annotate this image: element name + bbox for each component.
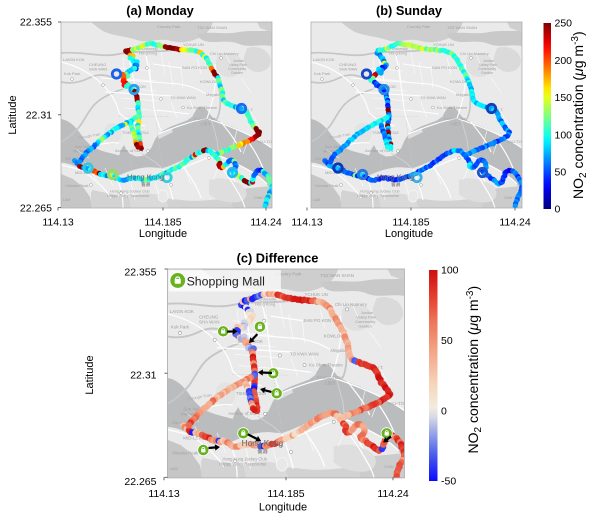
svg-text:0: 0 <box>555 204 561 216</box>
svg-text:Shopping Mall: Shopping Mall <box>187 274 265 288</box>
svg-text:22.265: 22.265 <box>20 203 52 215</box>
svg-text:114.13: 114.13 <box>291 217 322 229</box>
svg-text:(a) Monday: (a) Monday <box>126 3 194 18</box>
svg-text:50: 50 <box>555 167 567 179</box>
svg-text:香港: 香港 <box>391 182 401 189</box>
svg-text:Hong Kong: Hong Kong <box>127 173 164 182</box>
svg-text:114.185: 114.185 <box>267 488 304 500</box>
svg-text:114.24: 114.24 <box>377 488 408 500</box>
svg-text:NO2 concentration (μg m-3): NO2 concentration (μg m-3) <box>570 31 589 199</box>
svg-text:Hong Kong: Hong Kong <box>242 438 284 448</box>
svg-text:香港: 香港 <box>257 448 268 456</box>
svg-text:NO2 concentration (μg m-3): NO2 concentration (μg m-3) <box>465 286 484 454</box>
svg-text:114.185: 114.185 <box>144 217 181 229</box>
svg-text:114.13: 114.13 <box>42 217 73 229</box>
svg-text:22.31: 22.31 <box>130 370 156 382</box>
svg-text:Longitude: Longitude <box>385 228 433 240</box>
svg-text:22.355: 22.355 <box>20 17 52 29</box>
svg-text:114.13: 114.13 <box>148 488 179 500</box>
svg-text:114.185: 114.185 <box>392 217 429 229</box>
svg-text:114.24: 114.24 <box>250 217 281 229</box>
svg-text:Latitude: Latitude <box>7 95 19 134</box>
svg-text:香港: 香港 <box>141 182 151 189</box>
svg-text:Latitude: Latitude <box>84 355 96 394</box>
svg-text:Longitude: Longitude <box>139 228 187 240</box>
svg-text:(c) Difference: (c) Difference <box>237 251 319 266</box>
svg-text:100: 100 <box>441 265 459 277</box>
svg-text:22.265: 22.265 <box>124 476 156 488</box>
svg-text:-50: -50 <box>441 476 456 488</box>
svg-text:0: 0 <box>441 405 447 417</box>
svg-text:114.24: 114.24 <box>499 217 530 229</box>
svg-text:(b) Sunday: (b) Sunday <box>376 3 443 18</box>
svg-text:22.31: 22.31 <box>26 110 52 122</box>
svg-text:22.355: 22.355 <box>124 267 156 279</box>
svg-text:Longitude: Longitude <box>259 502 307 514</box>
svg-text:50: 50 <box>441 335 453 347</box>
svg-text:250: 250 <box>555 18 573 30</box>
svg-text:Hong Kong: Hong Kong <box>377 173 414 182</box>
